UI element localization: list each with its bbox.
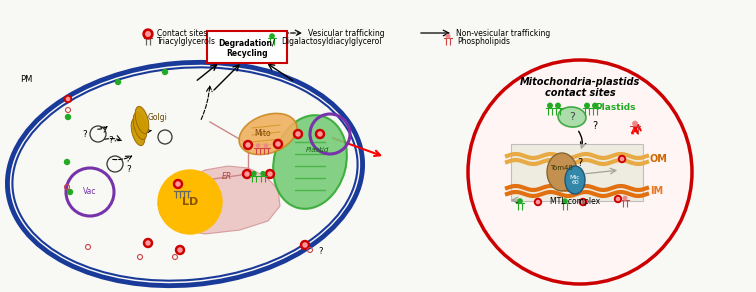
Circle shape bbox=[243, 169, 252, 178]
Circle shape bbox=[623, 196, 627, 200]
Circle shape bbox=[293, 129, 302, 138]
Polygon shape bbox=[158, 166, 280, 234]
Ellipse shape bbox=[558, 107, 586, 127]
Text: ?: ? bbox=[108, 136, 113, 145]
Text: Mito: Mito bbox=[255, 129, 271, 138]
Text: Mitochondria-plastids: Mitochondria-plastids bbox=[520, 77, 640, 87]
Ellipse shape bbox=[565, 166, 585, 194]
Circle shape bbox=[245, 172, 249, 176]
Text: Plastids: Plastids bbox=[595, 103, 635, 112]
Text: Non-vesicular trafficking: Non-vesicular trafficking bbox=[456, 29, 550, 37]
Circle shape bbox=[256, 144, 260, 147]
Circle shape bbox=[615, 196, 621, 202]
Text: ?: ? bbox=[569, 112, 575, 122]
Circle shape bbox=[158, 170, 222, 234]
Text: OM: OM bbox=[650, 154, 668, 164]
Ellipse shape bbox=[547, 153, 577, 191]
Text: Recycling: Recycling bbox=[226, 50, 268, 58]
Circle shape bbox=[556, 103, 560, 108]
Text: ?: ? bbox=[318, 247, 323, 256]
Circle shape bbox=[581, 200, 584, 204]
FancyBboxPatch shape bbox=[511, 144, 643, 201]
Circle shape bbox=[468, 60, 692, 284]
Circle shape bbox=[548, 103, 552, 108]
Text: Triacylglycerols: Triacylglycerols bbox=[157, 36, 216, 46]
Ellipse shape bbox=[131, 118, 145, 146]
Text: ER: ER bbox=[222, 172, 232, 181]
Text: Mic
60: Mic 60 bbox=[570, 175, 581, 185]
Text: Degradation/: Degradation/ bbox=[218, 39, 275, 48]
Ellipse shape bbox=[239, 113, 297, 154]
Circle shape bbox=[66, 114, 70, 119]
Text: Tom40: Tom40 bbox=[550, 165, 574, 171]
Circle shape bbox=[584, 103, 589, 108]
Circle shape bbox=[274, 140, 283, 149]
Text: Digalactosyldiacylglycerol: Digalactosyldiacylglycerol bbox=[281, 36, 382, 46]
Circle shape bbox=[315, 129, 324, 138]
Circle shape bbox=[593, 103, 597, 108]
Circle shape bbox=[621, 157, 624, 161]
Text: IM: IM bbox=[650, 186, 663, 196]
Circle shape bbox=[616, 197, 620, 201]
FancyBboxPatch shape bbox=[207, 31, 287, 63]
Circle shape bbox=[318, 132, 322, 136]
Circle shape bbox=[67, 98, 70, 100]
Circle shape bbox=[143, 29, 153, 39]
Circle shape bbox=[178, 248, 182, 252]
Text: ?: ? bbox=[82, 130, 87, 139]
Circle shape bbox=[64, 95, 72, 102]
Circle shape bbox=[270, 34, 274, 38]
Circle shape bbox=[618, 156, 625, 163]
Text: Plastid: Plastid bbox=[306, 147, 330, 153]
Text: Golgi: Golgi bbox=[148, 113, 168, 122]
Ellipse shape bbox=[12, 67, 358, 281]
Circle shape bbox=[175, 246, 184, 255]
Circle shape bbox=[144, 239, 153, 248]
Text: ?: ? bbox=[577, 158, 582, 168]
Circle shape bbox=[276, 142, 280, 146]
Circle shape bbox=[67, 190, 73, 194]
Circle shape bbox=[518, 199, 522, 203]
Text: Vac: Vac bbox=[83, 187, 97, 197]
Circle shape bbox=[446, 34, 450, 38]
Circle shape bbox=[252, 172, 256, 175]
Circle shape bbox=[303, 243, 307, 247]
Circle shape bbox=[633, 121, 637, 126]
Circle shape bbox=[163, 69, 168, 74]
Circle shape bbox=[116, 79, 120, 84]
Text: MTL complex: MTL complex bbox=[550, 197, 600, 206]
Text: Phospholipids: Phospholipids bbox=[457, 36, 510, 46]
Ellipse shape bbox=[273, 115, 347, 209]
Circle shape bbox=[265, 169, 274, 178]
Text: LD: LD bbox=[182, 197, 198, 207]
Ellipse shape bbox=[135, 106, 149, 134]
Text: Vesicular trafficking: Vesicular trafficking bbox=[308, 29, 385, 37]
Circle shape bbox=[268, 172, 272, 176]
Circle shape bbox=[64, 159, 70, 164]
Ellipse shape bbox=[133, 112, 147, 140]
Circle shape bbox=[534, 199, 541, 206]
Text: ?: ? bbox=[592, 121, 597, 131]
Circle shape bbox=[537, 200, 540, 204]
Circle shape bbox=[264, 144, 268, 147]
Circle shape bbox=[173, 180, 182, 189]
Text: Contact sites: Contact sites bbox=[157, 29, 207, 37]
Circle shape bbox=[176, 182, 180, 186]
Circle shape bbox=[246, 143, 250, 147]
Circle shape bbox=[580, 199, 587, 206]
Circle shape bbox=[243, 140, 253, 150]
Text: contact sites: contact sites bbox=[544, 88, 615, 98]
Circle shape bbox=[300, 241, 309, 249]
Circle shape bbox=[146, 32, 150, 36]
Circle shape bbox=[563, 199, 567, 203]
Circle shape bbox=[146, 241, 150, 245]
Text: ?: ? bbox=[126, 165, 131, 174]
Text: PM: PM bbox=[20, 75, 33, 84]
Circle shape bbox=[296, 132, 300, 136]
Circle shape bbox=[261, 172, 265, 175]
